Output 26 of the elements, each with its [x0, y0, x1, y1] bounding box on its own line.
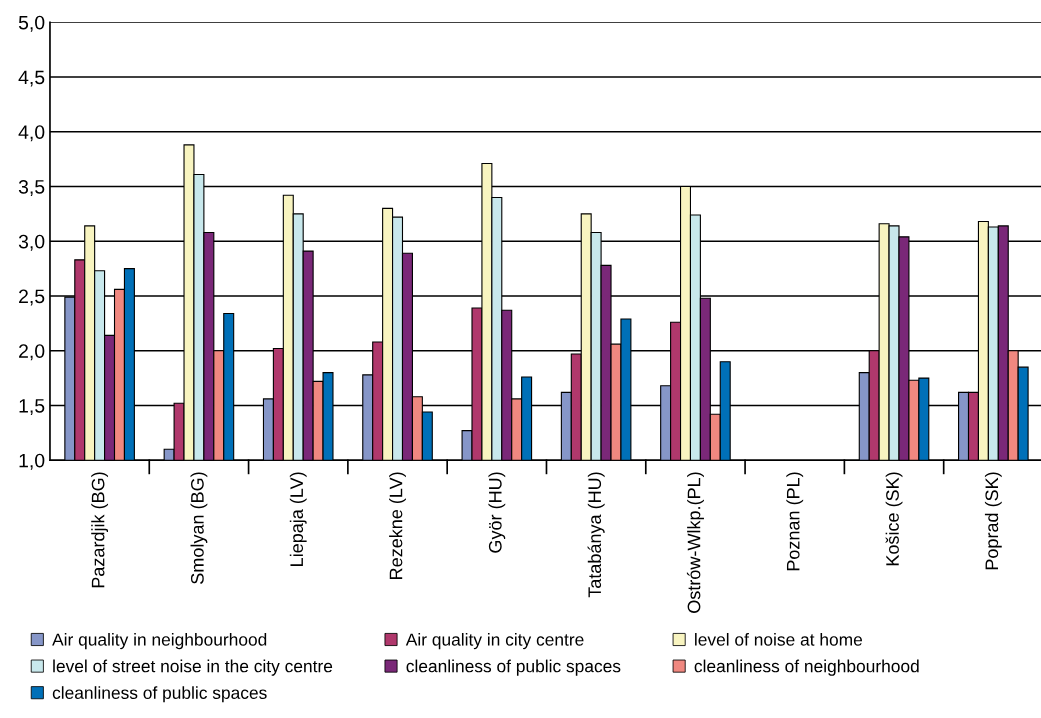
- legend-label: Air quality in neighbourhood: [52, 632, 267, 650]
- legend-label: cleanliness of public spaces: [406, 659, 621, 676]
- x-tick-label: Poprad (SK): [984, 472, 1002, 570]
- y-tick-label: 3,5: [18, 179, 45, 197]
- y-tick-label: 4,0: [18, 125, 45, 142]
- y-tick-label: 4,5: [18, 70, 45, 87]
- x-tick-label: Ostrów-Wlkp.(PL): [686, 472, 704, 613]
- x-tick-label: Smolyan (BG): [190, 472, 208, 584]
- legend-label: level of street noise in the city centre: [53, 659, 333, 676]
- x-tick-label: Rezekne (LV): [389, 472, 406, 579]
- y-tick-label: 1,0: [19, 453, 45, 470]
- x-tick-label: Tatabánya (HU): [587, 472, 605, 598]
- y-tick-label: 2,0: [19, 344, 45, 361]
- legend-label: cleanliness of public spaces: [52, 686, 267, 703]
- legend-label: cleanliness of neighbourhood: [694, 659, 919, 676]
- x-tick-label: Liepaja (LV): [289, 472, 307, 566]
- x-tick-label: Košice (SK): [885, 472, 903, 566]
- y-tick-label: 1,5: [19, 399, 45, 416]
- y-tick-label: 5,0: [18, 15, 45, 32]
- x-tick-label: Poznan (PL): [786, 472, 804, 571]
- y-tick-label: 3,0: [18, 234, 45, 251]
- legend-label: Air quality in city centre: [405, 632, 584, 650]
- x-tick-label: Pazardjik (BG): [91, 472, 109, 588]
- x-tick-label: Györ (HU): [488, 472, 506, 553]
- legend-label: level of noise at home: [695, 632, 863, 646]
- y-tick-label: 2,5: [19, 289, 45, 306]
